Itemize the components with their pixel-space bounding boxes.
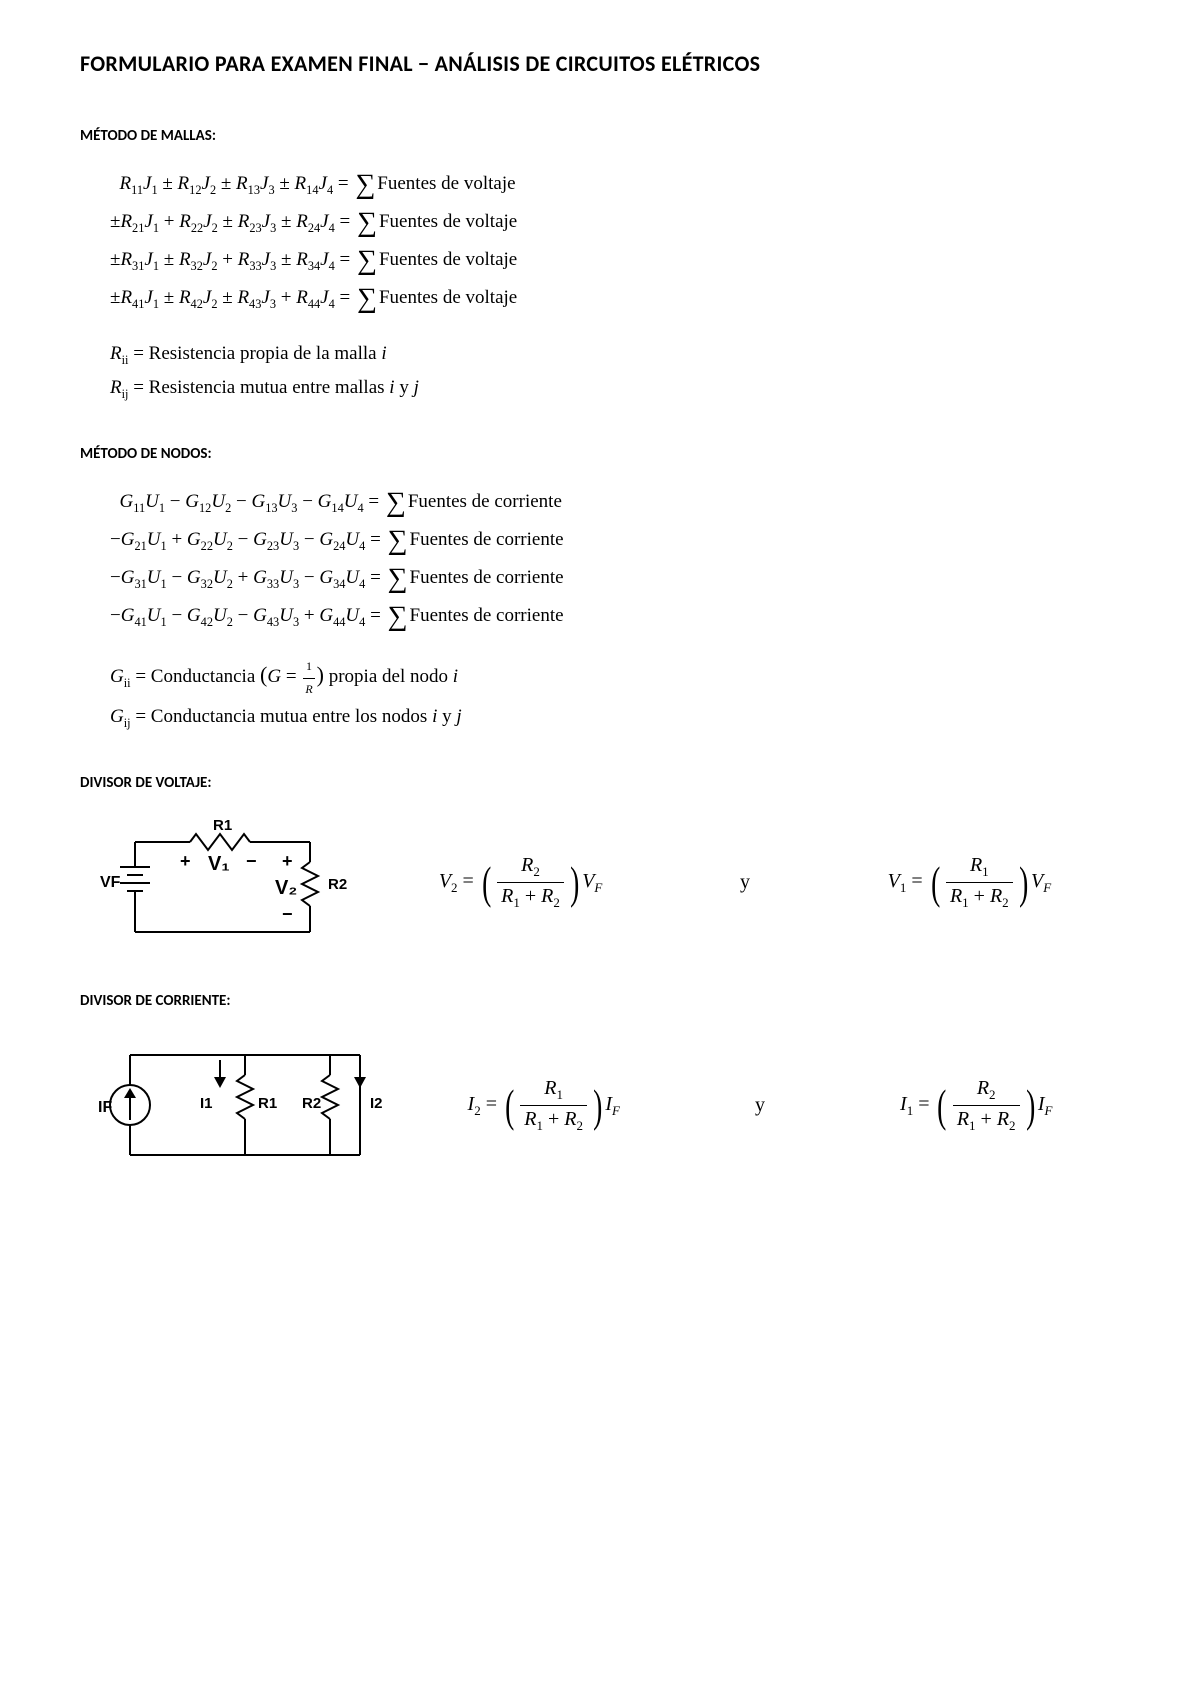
svg-text:+: + [282,851,293,871]
voltage-divider-row: VF R1 R2 + V₁ − + V₂ − V2 = (R2R1 + R2)V… [80,812,1120,952]
idiv-and: y [755,1094,765,1117]
node-notes: Gii = Conductancia (G = 1R) propia del n… [110,655,1120,734]
svg-text:R2: R2 [302,1095,321,1112]
svg-text:IF: IF [98,1099,112,1116]
svg-text:−: − [282,904,293,924]
svg-text:VF: VF [100,874,121,891]
vdiv-v2-formula: V2 = (R2R1 + R2)VF [439,854,603,911]
mesh-heading: MÉTODO DE MALLAS: [80,127,1120,145]
page-title: FORMULARIO PARA EXAMEN FINAL − ANÁLISIS … [80,50,1120,77]
vdiv-and: y [740,871,750,894]
vdiv-v1-formula: V1 = (R1R1 + R2)VF [888,854,1052,911]
idiv-i2-formula: I2 = (R1R1 + R2)IF [468,1077,620,1134]
vdiv-heading: DIVISOR DE VOLTAJE: [80,774,1120,792]
idiv-i1-formula: I1 = (R2R1 + R2)IF [900,1077,1052,1134]
mesh-notes: Rii = Resistencia propia de la malla i R… [110,337,1120,405]
svg-text:V₂: V₂ [275,877,297,899]
svg-text:R1: R1 [213,817,232,834]
voltage-divider-circuit: VF R1 R2 + V₁ − + V₂ − [80,812,370,952]
current-divider-circuit: IF I1 R1 R2 I2 [80,1030,400,1180]
svg-text:+: + [180,851,191,871]
node-equations: G11U1 − G12U2 − G13U3 − G14U4 = ∑Fuentes… [110,483,1120,635]
svg-text:R1: R1 [258,1095,277,1112]
svg-text:R2: R2 [328,876,347,893]
svg-text:V₁: V₁ [208,853,230,875]
mesh-equations: R11J1 ± R12J2 ± R13J3 ± R14J4 = ∑Fuentes… [110,165,1120,317]
current-divider-row: IF I1 R1 R2 I2 I2 = (R1R1 + R2)IF y I1 =… [80,1030,1120,1180]
svg-text:−: − [246,851,257,871]
svg-text:I2: I2 [370,1095,383,1112]
svg-text:I1: I1 [200,1095,213,1112]
node-heading: MÉTODO DE NODOS: [80,445,1120,463]
idiv-heading: DIVISOR DE CORRIENTE: [80,992,1120,1010]
